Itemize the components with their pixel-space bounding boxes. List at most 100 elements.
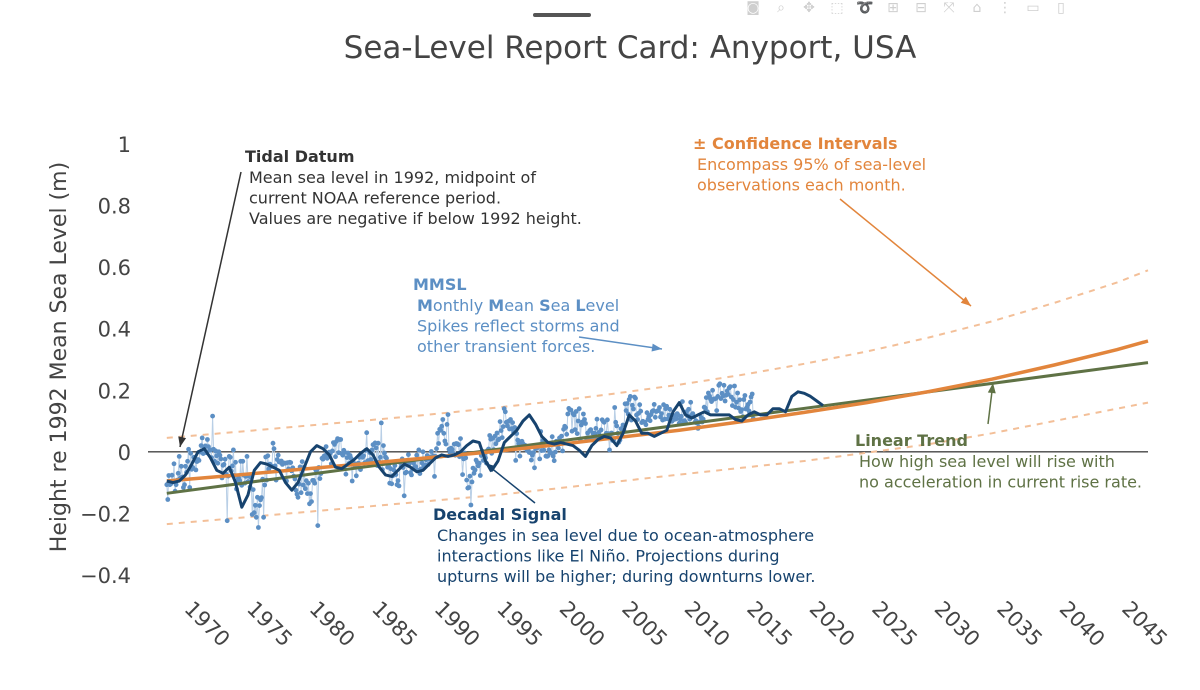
mmsl-point: [185, 458, 191, 464]
mmsl-point: [382, 450, 387, 456]
mmsl-point: [468, 502, 474, 508]
spike-lines-icon[interactable]: ⋮: [998, 1, 1012, 15]
zoom-out-icon[interactable]: ⊟: [915, 1, 927, 15]
x-tick-label: 1975: [242, 597, 297, 652]
y-tick-label: −0.4: [80, 564, 131, 588]
mmsl-point: [265, 453, 271, 459]
x-axis: 1970 1975 1980 1985 1990 1995 2000 2005 2010 2015…: [180, 597, 1172, 652]
mmsl-point: [438, 427, 444, 433]
mmsl-arrow-head: [651, 343, 662, 352]
mmsl-point: [384, 455, 389, 461]
mmsl-point: [169, 472, 175, 478]
box-select-icon[interactable]: ⬚: [830, 1, 844, 15]
decadal-annotation-line: interactions like El Niño. Projections d…: [437, 547, 780, 566]
mmsl-point: [537, 456, 543, 462]
mmsl-point: [217, 452, 223, 458]
tidal-annotation-title: Tidal Datum: [245, 147, 355, 166]
y-axis: −0.4 −0.2 0 0.2 0.4 0.6 0.8 1: [80, 133, 131, 588]
mmsl-annotation-subtitle-part: ean: [504, 296, 539, 315]
x-tick-label: 1985: [367, 597, 422, 652]
mmsl-point: [549, 434, 555, 440]
decadal-annotation-line: Changes in sea level due to ocean-atmosp…: [437, 526, 814, 545]
mmsl-point: [391, 467, 397, 473]
ci-annotation-title: ± Confidence Intervals: [693, 134, 898, 153]
hover-closest-icon[interactable]: ▭: [1026, 1, 1040, 15]
mmsl-point: [364, 430, 370, 436]
mmsl-point: [556, 445, 561, 451]
mmsl-point: [183, 463, 188, 469]
mmsl-annotation-title: MMSL: [413, 275, 467, 294]
mmsl-point: [298, 490, 304, 496]
drag-handle[interactable]: [533, 13, 591, 17]
camera-icon[interactable]: ◙: [746, 1, 760, 15]
mmsl-point: [302, 486, 308, 492]
decadal-signal-arrow-head: [485, 463, 496, 473]
mmsl-point: [251, 510, 257, 516]
home-icon[interactable]: ⌂: [972, 1, 982, 15]
mmsl-point: [338, 437, 344, 442]
mmsl-point: [657, 405, 662, 410]
decadal-annotation-line: upturns will be higher; during downturns…: [437, 567, 815, 586]
mmsl-point: [574, 431, 580, 436]
mmsl-point: [637, 402, 643, 408]
mmsl-point: [403, 469, 409, 475]
mmsl-point: [237, 478, 243, 484]
mmsl-point: [624, 401, 630, 406]
mmsl-point: [299, 459, 305, 464]
mmsl-point: [627, 394, 633, 399]
autoscale-icon[interactable]: ⤧: [943, 1, 955, 15]
decadal-annotation-title: Decadal Signal: [433, 505, 567, 524]
zoom-icon[interactable]: ⌕: [777, 1, 785, 15]
mmsl-point: [497, 419, 503, 424]
mmsl-point: [559, 433, 564, 439]
mmsl-point: [502, 409, 508, 415]
hover-compare-icon[interactable]: ▯: [1057, 1, 1065, 15]
mmsl-point: [353, 473, 359, 479]
mmsl-point: [330, 448, 335, 454]
annotations-group: Tidal Datum Mean sea level in 1992, midpo…: [245, 134, 1142, 586]
y-tick-label: 0.8: [98, 195, 131, 219]
mmsl-point: [463, 455, 469, 461]
mmsl-point: [224, 518, 230, 524]
mmsl-point: [333, 454, 338, 460]
mmsl-point: [253, 514, 259, 520]
tidal-datum-arrow-head: [178, 436, 187, 447]
mmsl-point: [395, 478, 401, 484]
mmsl-annotation-subtitle-part: M: [488, 296, 504, 315]
mmsl-point: [607, 447, 612, 453]
mmsl-point: [749, 391, 755, 397]
mmsl-annotation-subtitle-part: S: [539, 296, 551, 315]
mmsl-point: [252, 502, 258, 508]
zoom-in-icon[interactable]: ⊞: [887, 1, 899, 15]
mmsl-annotation-subtitle-part: onthly: [433, 296, 488, 315]
mmsl-point: [414, 452, 420, 458]
linear-trend-line: [166, 361, 1149, 495]
mmsl-point: [230, 463, 235, 469]
mmsl-point: [710, 387, 715, 393]
mmsl-point: [467, 473, 473, 479]
annotation-arrows-group: [178, 171, 996, 504]
mmsl-point: [652, 414, 658, 420]
trend-lines-group: [166, 339, 1149, 509]
mmsl-point: [439, 423, 445, 429]
mmsl-point: [315, 523, 321, 528]
mmsl-point: [721, 382, 727, 388]
mmsl-point: [746, 408, 752, 414]
mmsl-point: [261, 514, 266, 520]
mmsl-point: [742, 393, 748, 398]
mmsl-point: [493, 441, 499, 447]
mmsl-annotation-subtitle-part: evel: [586, 296, 620, 315]
mmsl-point: [256, 525, 261, 530]
x-tick-label: 2035: [992, 597, 1047, 652]
chart-modebar: ◙ ⌕ ✥ ⬚ ➰ ⊞ ⊟ ⤧ ⌂ ⋮ ▭ ▯: [745, 0, 1069, 16]
pan-icon[interactable]: ✥: [803, 1, 815, 15]
mmsl-point: [199, 435, 205, 441]
mmsl-point: [510, 420, 515, 425]
lasso-icon[interactable]: ➰: [857, 1, 873, 15]
linear-annotation-line: How high sea level will rise with: [859, 452, 1115, 471]
mmsl-point: [441, 430, 447, 436]
mmsl-point: [428, 449, 434, 454]
x-tick-label: 2015: [742, 597, 797, 652]
x-tick-label: 2040: [1055, 597, 1110, 652]
mmsl-point: [443, 441, 449, 447]
